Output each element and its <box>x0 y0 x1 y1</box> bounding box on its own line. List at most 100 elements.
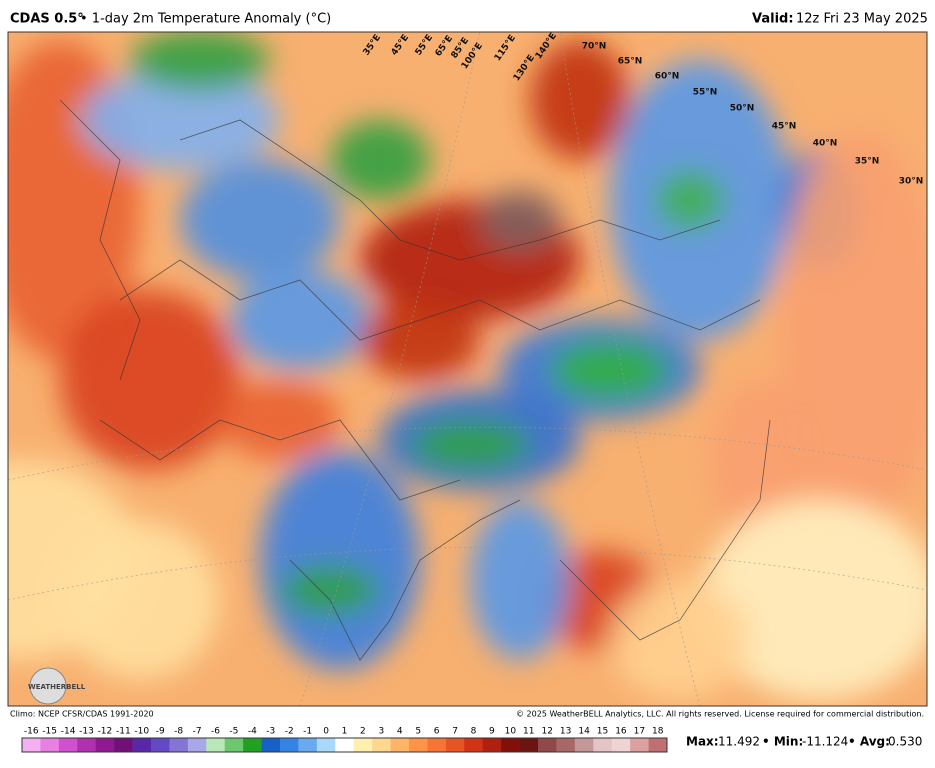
anomaly-blob <box>530 40 630 160</box>
colorbar-cell <box>630 738 649 752</box>
lat-label: 40°N <box>813 139 838 149</box>
colorbar-cell <box>280 738 299 752</box>
map-frame <box>7 31 928 707</box>
colorbar-cell <box>648 738 668 752</box>
colorbar-label: -1 <box>303 727 312 737</box>
anomaly-blob <box>230 270 370 370</box>
lat-label: 45°N <box>772 122 797 132</box>
colorbar-cell <box>593 738 613 752</box>
colorbar-cell <box>40 738 60 752</box>
colorbar-label: 13 <box>560 727 571 737</box>
lat-label: 60°N <box>655 72 680 82</box>
colorbar-cell <box>556 738 576 752</box>
colorbar-cell <box>261 738 281 752</box>
colorbar-frame <box>21 737 668 753</box>
colorbar-cell <box>372 738 391 752</box>
colorbar-cell <box>298 738 318 752</box>
colorbar-label: 5 <box>415 727 421 737</box>
colorbar-cell <box>58 738 78 752</box>
colorbar-label: -16 <box>24 727 39 737</box>
colorbar-label: 10 <box>505 727 517 737</box>
logo-icon <box>29 667 67 705</box>
colorbar-label: 7 <box>452 727 458 737</box>
avg-label: • Avg: <box>848 735 890 749</box>
anomaly-blob <box>470 500 570 660</box>
colorbar-cell <box>114 738 133 752</box>
anomaly-blob <box>60 290 240 470</box>
graticule <box>8 32 927 706</box>
valid-time: 12z Fri 23 May 2025 <box>796 12 928 27</box>
anomaly-blob <box>610 580 750 700</box>
colorbar-label: -2 <box>285 727 294 737</box>
map: WEATHERBELL 70°N 65°N 60°N 55°N 50°N 45°N 40°N… <box>8 32 927 706</box>
colorbar-cell <box>445 738 465 752</box>
colorbar-label: 11 <box>523 727 534 737</box>
colorbar-label: 0 <box>323 727 329 737</box>
lat-label: 35°N <box>855 157 880 167</box>
valid-label: Valid: <box>752 12 794 27</box>
max: 11.492 <box>718 735 760 749</box>
colorbar-cell <box>187 738 207 752</box>
lat-label: 55°N <box>693 88 718 98</box>
colorbar-cell <box>464 738 484 752</box>
anomaly-blob <box>780 130 927 530</box>
max-label: Max: <box>686 735 719 749</box>
copyright: © 2025 WeatherBELL Analytics, LLC. All r… <box>516 710 924 719</box>
colorbar-cell <box>519 738 539 752</box>
colorbar-label: -13 <box>79 727 94 737</box>
colorbar-label: -5 <box>229 727 238 737</box>
anomaly-blob <box>360 300 480 380</box>
anomaly-blob <box>60 520 220 680</box>
anomaly-blob <box>130 32 270 90</box>
title: • 1-day 2m Temperature Anomaly (°C) <box>80 12 331 27</box>
colorbar-label: -7 <box>193 727 202 737</box>
colorbar-cell <box>77 738 97 752</box>
colorbar-cell <box>206 738 226 752</box>
anomaly-blob <box>260 450 420 670</box>
colorbar-cell <box>243 738 262 752</box>
anomaly-blob <box>80 70 280 170</box>
colorbar-cell <box>151 738 170 752</box>
product: CDAS 0.5° <box>10 12 84 27</box>
anomaly-blob <box>410 420 530 470</box>
anomaly-blob <box>180 160 340 280</box>
colorbar-label: -6 <box>211 727 220 737</box>
logo: WEATHERBELL <box>28 683 86 691</box>
colorbar-cell <box>611 738 631 752</box>
colorbar-label: 12 <box>541 727 552 737</box>
lat-label: 65°N <box>618 57 643 67</box>
colorbar-label: -9 <box>156 727 165 737</box>
lat-label: 70°N <box>582 42 607 52</box>
colorbar-label: -3 <box>266 727 275 737</box>
climo: Climo: NCEP CFSR/CDAS 1991-2020 <box>10 710 154 719</box>
colorbar-cell <box>390 738 410 752</box>
colorbar-label: 8 <box>471 727 477 737</box>
colorbar-cell <box>224 738 244 752</box>
colorbar-label: 6 <box>434 727 440 737</box>
colorbar-label: 9 <box>489 727 495 737</box>
colorbar-label: -4 <box>248 727 257 737</box>
colorbar-label: 14 <box>578 727 590 737</box>
colorbar-label: 17 <box>634 727 645 737</box>
anomaly-blob <box>700 500 927 700</box>
colorbar-label: -15 <box>42 727 57 737</box>
colorbar-cell <box>316 738 336 752</box>
colorbar-cell <box>427 738 447 752</box>
anomaly-blob <box>710 380 810 540</box>
min: -11.124 <box>802 735 848 749</box>
colorbar-cell <box>538 738 557 752</box>
anomaly-blob <box>655 170 725 230</box>
colorbar-label: 15 <box>597 727 608 737</box>
colorbar-label: -12 <box>98 727 113 737</box>
colorbar-cell <box>132 738 152 752</box>
colorbar-cell <box>409 738 428 752</box>
colorbar: -16 -15 -14 -13 -12 -11 -10 -9 -8 -7 -6 -5 -4 -3 -2 -1 0… <box>21 727 668 753</box>
colorbar-label: -14 <box>61 727 76 737</box>
avg: 0.530 <box>888 735 922 749</box>
colorbar-cell <box>95 738 115 752</box>
colorbar-label: -11 <box>116 727 131 737</box>
colorbar-label: 3 <box>378 727 384 737</box>
colorbar-cell <box>22 738 41 752</box>
colorbar-label: 4 <box>397 727 403 737</box>
